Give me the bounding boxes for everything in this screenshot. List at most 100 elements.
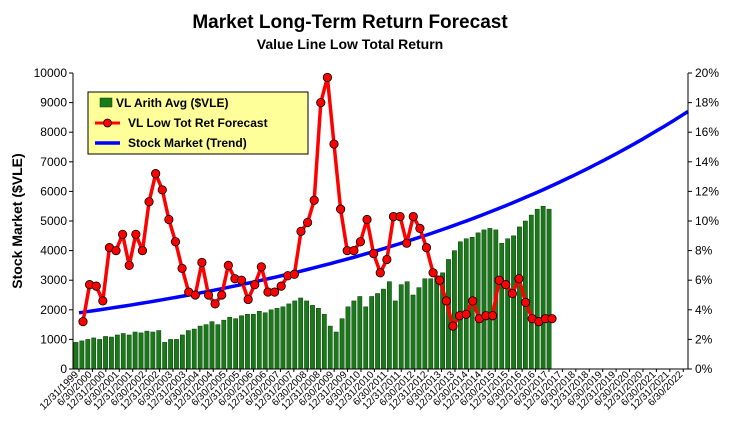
bar — [203, 324, 209, 370]
forecast-point — [170, 237, 181, 247]
bar — [209, 321, 215, 370]
bar — [274, 308, 280, 370]
legend-label: VL Low Tot Ret Forecast — [128, 116, 268, 130]
bar — [245, 313, 250, 370]
forecast-point — [501, 280, 511, 290]
y2-tick-label: 18% — [695, 96, 719, 110]
forecast-point — [415, 223, 425, 233]
bar — [540, 205, 546, 370]
bar — [168, 339, 173, 370]
y2-tick-label: 2% — [695, 332, 713, 346]
y2-tick-label: 0% — [695, 362, 713, 376]
y-tick-label: 2000 — [40, 303, 67, 317]
forecast-point — [435, 275, 445, 285]
bar — [505, 238, 511, 370]
forecast-point — [547, 314, 557, 324]
bar — [416, 287, 422, 370]
bar — [91, 337, 97, 370]
forecast-point — [487, 311, 498, 321]
bar — [150, 331, 156, 370]
bar — [239, 315, 244, 370]
forecast-point — [494, 275, 504, 285]
forecast-point — [428, 268, 438, 278]
y-tick-label: 4000 — [40, 244, 67, 258]
chart-title: Market Long-Term Return Forecast — [192, 12, 508, 33]
y-tick-label: 1000 — [40, 332, 67, 346]
y2-tick-label: 6% — [695, 273, 713, 287]
bar — [73, 342, 79, 370]
bar — [457, 241, 463, 370]
legend-box — [87, 91, 309, 155]
forecast-point — [408, 211, 418, 222]
bar — [386, 281, 392, 370]
forecast-point — [131, 229, 141, 239]
y-tick-label: 5000 — [40, 214, 67, 228]
legend-label: VL Arith Avg ($VLE) — [116, 96, 228, 110]
bar — [321, 313, 327, 370]
forecast-point — [441, 296, 451, 306]
y-tick-label: 8000 — [40, 125, 67, 139]
forecast-point — [111, 246, 121, 256]
forecast-point — [210, 299, 220, 309]
bar — [404, 281, 410, 370]
y2-tick-label: 8% — [695, 244, 713, 258]
y-axis-label: Stock Market ($VLE) — [9, 153, 25, 288]
forecast-point — [256, 262, 266, 272]
y-tick-label: 0 — [60, 362, 67, 376]
y2-tick-label: 4% — [695, 303, 713, 317]
bar — [381, 288, 386, 370]
bar — [499, 242, 505, 370]
bar — [227, 316, 233, 370]
bar — [333, 331, 339, 370]
bar — [85, 339, 91, 370]
forecast-point — [289, 269, 299, 279]
bar — [345, 306, 351, 370]
bar — [528, 214, 534, 370]
bar — [428, 278, 434, 370]
forecast-point — [461, 309, 471, 319]
y-tick-label: 7000 — [40, 155, 67, 169]
bar — [463, 238, 469, 370]
bar — [268, 309, 274, 370]
forecast-point — [402, 238, 412, 248]
forecast-point — [421, 243, 432, 253]
bar — [126, 334, 132, 370]
bar — [97, 339, 102, 370]
trend-line — [78, 110, 689, 315]
forecast-point — [190, 290, 200, 300]
forecast-point — [382, 254, 392, 265]
forecast-point — [217, 290, 227, 300]
forecast-point — [203, 290, 214, 300]
bar — [422, 278, 428, 370]
forecast-point — [223, 260, 233, 270]
forecast-point — [177, 263, 187, 273]
trend-series — [78, 110, 689, 315]
bar — [221, 319, 227, 370]
bar — [162, 342, 168, 370]
forecast-point — [164, 214, 174, 225]
forecast-point — [269, 287, 280, 297]
bar — [191, 328, 197, 370]
forecast-point — [243, 294, 253, 305]
bar — [481, 229, 487, 370]
bar — [120, 333, 126, 370]
forecast-point — [118, 229, 128, 239]
bar — [410, 294, 416, 370]
forecast-point — [236, 275, 247, 285]
bar — [109, 336, 114, 370]
bar — [357, 296, 363, 370]
forecast-point — [151, 169, 161, 179]
forecast-point — [507, 288, 517, 299]
bar — [103, 336, 108, 370]
bar — [316, 308, 321, 370]
bar — [517, 226, 522, 370]
bar — [304, 300, 309, 370]
bar — [132, 331, 138, 370]
forecast-point — [124, 260, 134, 270]
bar — [398, 284, 404, 370]
forecast-point — [296, 226, 306, 236]
forecast-point — [309, 195, 319, 205]
forecast-point — [329, 139, 339, 149]
forecast-point — [336, 204, 346, 214]
